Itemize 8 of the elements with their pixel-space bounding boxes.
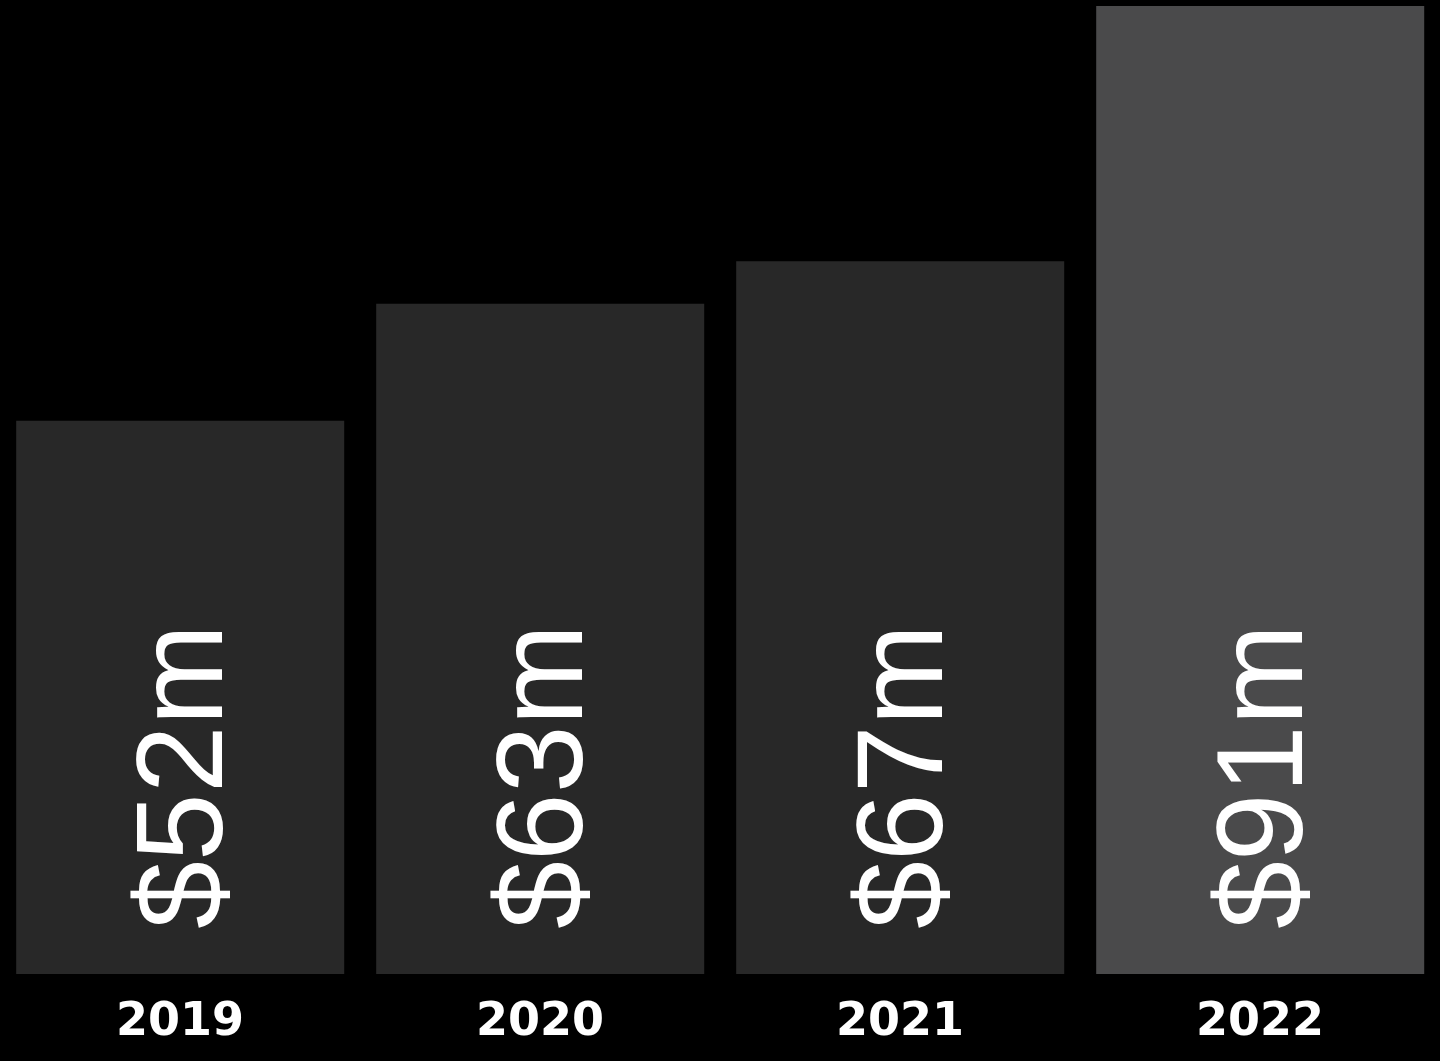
data-label: $67m: [832, 623, 969, 929]
x-tick-label: 2020: [475, 991, 605, 1046]
data-label: $91m: [1192, 623, 1329, 929]
x-tick-label: 2022: [1195, 991, 1325, 1046]
data-label: $52m: [112, 623, 249, 929]
data-label: $63m: [472, 623, 609, 929]
x-tick-label: 2019: [115, 991, 245, 1046]
x-tick-label: 2021: [835, 991, 965, 1046]
